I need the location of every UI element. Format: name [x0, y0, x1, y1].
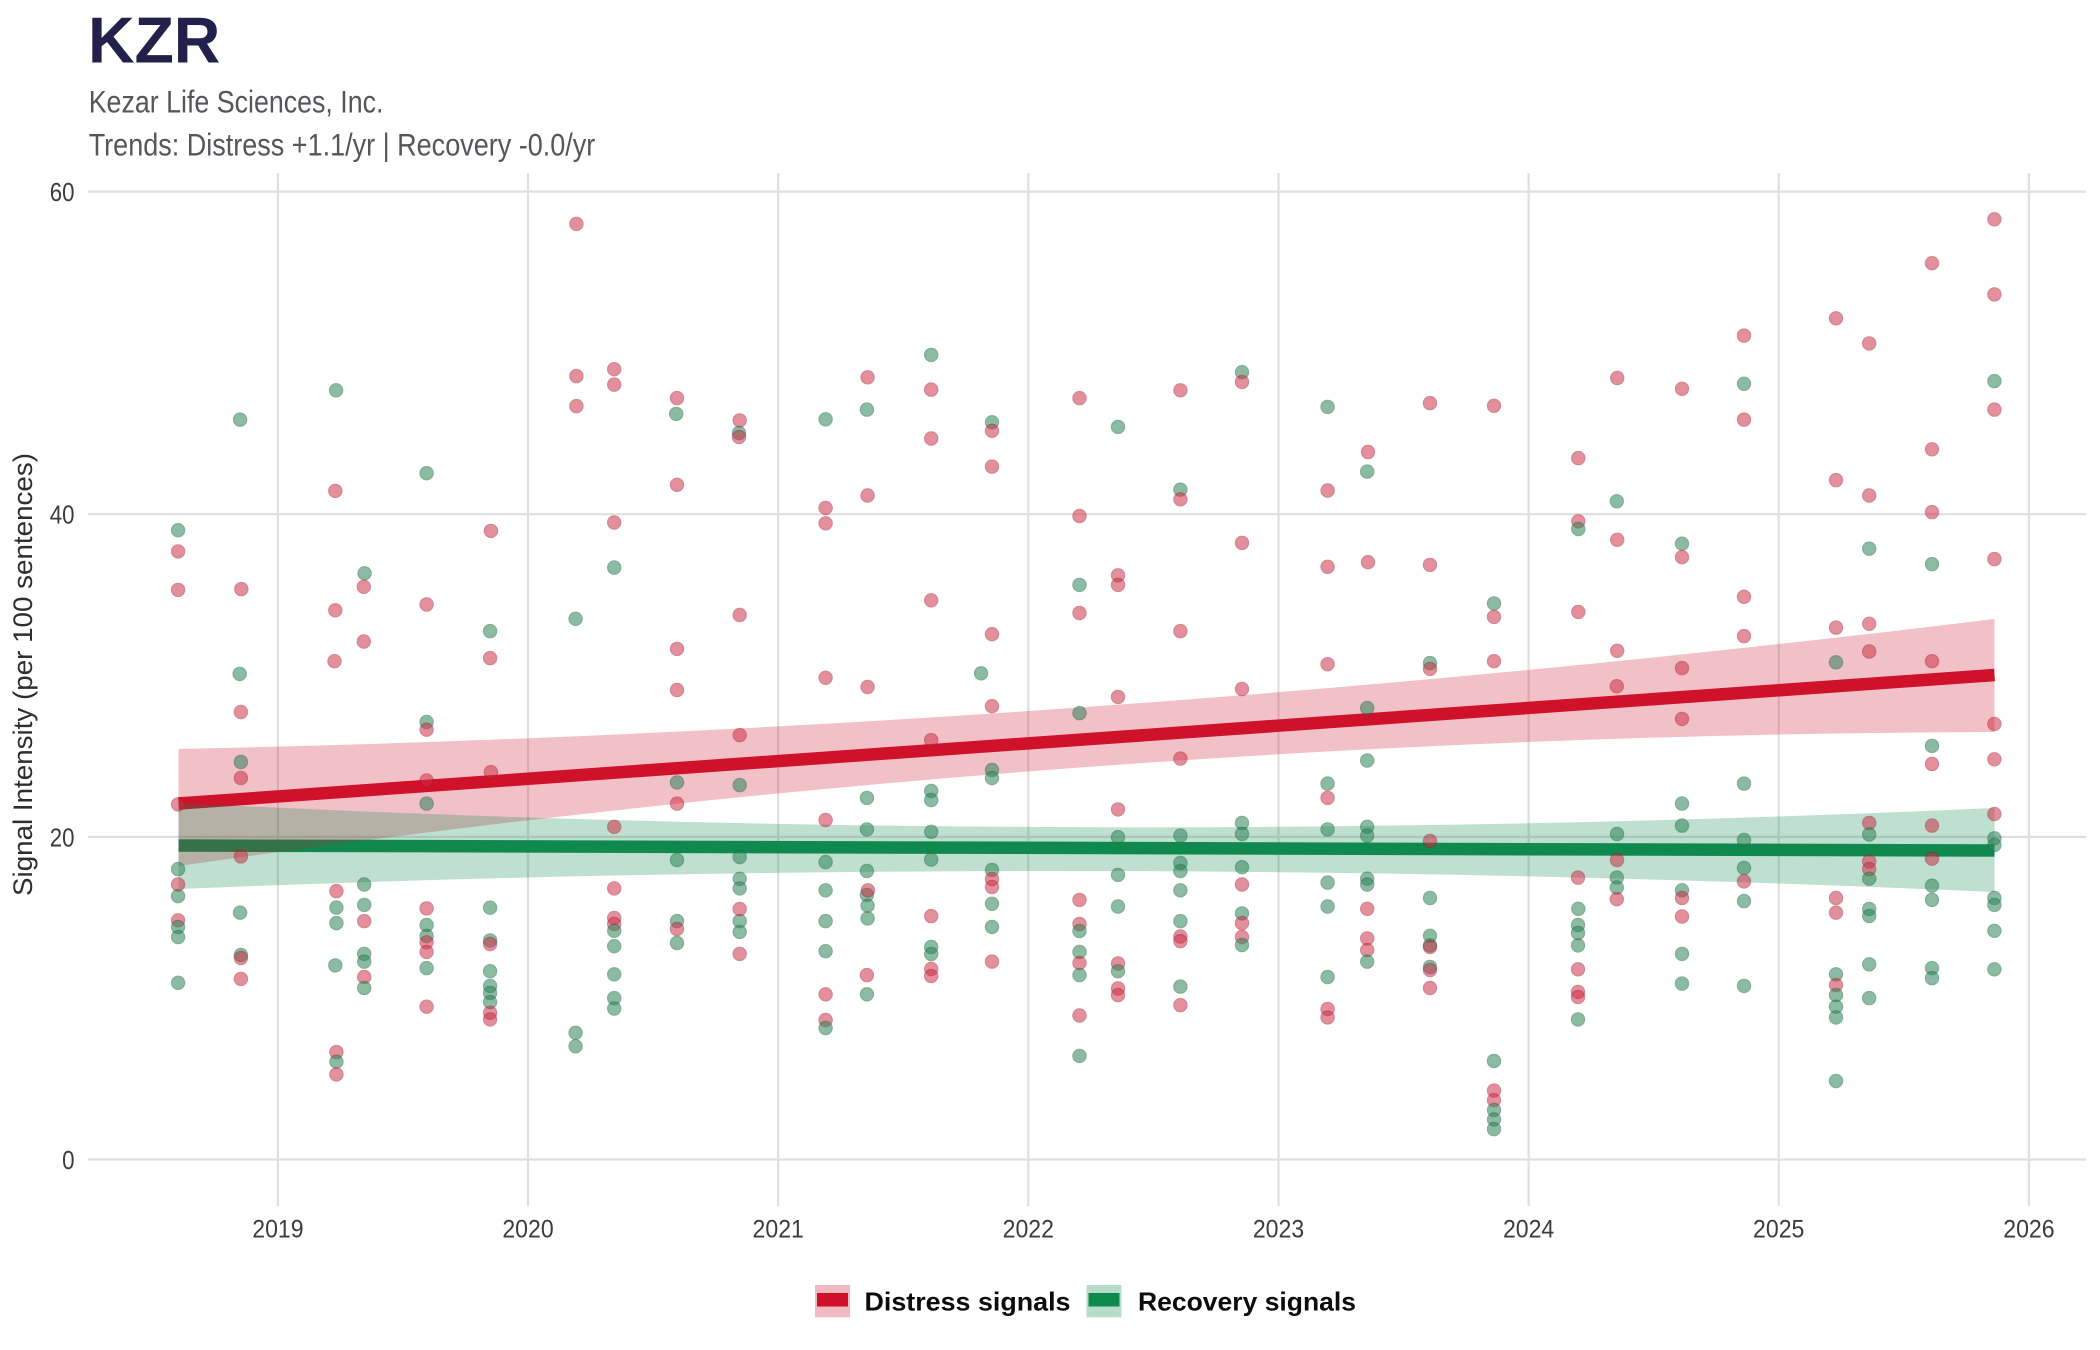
svg-text:2026: 2026	[2003, 1216, 2054, 1244]
svg-text:2024: 2024	[1503, 1216, 1554, 1244]
svg-text:Signal Intensity (per 100 sent: Signal Intensity (per 100 sentences)	[8, 453, 38, 896]
svg-text:2020: 2020	[502, 1216, 553, 1244]
svg-text:2025: 2025	[1753, 1216, 1804, 1244]
svg-text:2022: 2022	[1003, 1216, 1054, 1244]
svg-text:Trends: Distress +1.1/yr | Rec: Trends: Distress +1.1/yr | Recovery -0.0…	[89, 126, 596, 162]
svg-text:60: 60	[50, 177, 75, 207]
svg-text:Kezar Life Sciences, Inc.: Kezar Life Sciences, Inc.	[89, 84, 384, 120]
svg-text:0: 0	[62, 1145, 74, 1175]
svg-text:2023: 2023	[1253, 1216, 1304, 1244]
svg-text:40: 40	[50, 500, 75, 530]
svg-text:2021: 2021	[753, 1216, 804, 1244]
svg-text:20: 20	[50, 822, 75, 852]
svg-text:Distress signals: Distress signals	[865, 1286, 1071, 1316]
svg-text:Recovery signals: Recovery signals	[1138, 1286, 1356, 1316]
svg-text:2019: 2019	[252, 1216, 303, 1244]
svg-text:KZR: KZR	[88, 5, 220, 77]
